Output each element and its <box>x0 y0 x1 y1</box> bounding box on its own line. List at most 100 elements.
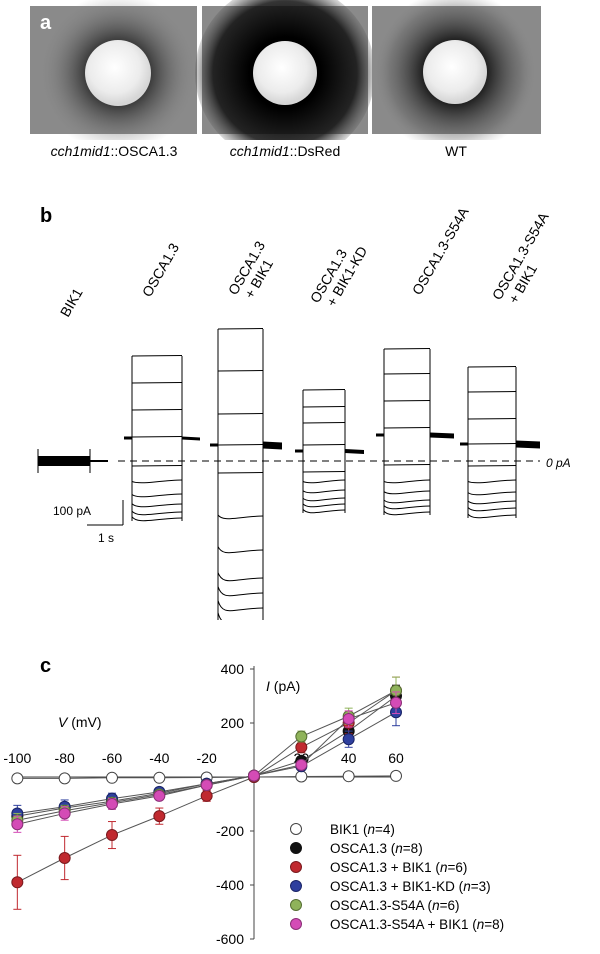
data-point <box>342 733 355 746</box>
legend-item: BIK1 (n=4) <box>290 822 395 837</box>
data-point <box>295 730 308 743</box>
legend-label: OSCA1.3-S54A (n=6) <box>330 898 459 913</box>
current-sweep <box>131 409 183 411</box>
current-sweep <box>217 600 264 612</box>
current-sweep <box>217 546 264 554</box>
trace-label-4: OSCA1.3-S54A <box>409 204 472 297</box>
current-sweep <box>302 479 346 484</box>
current-sweep <box>217 444 264 446</box>
data-point <box>390 696 402 709</box>
trace-label-2: OSCA1.3+ BIK1 <box>225 238 277 301</box>
trace-group-3 <box>295 389 364 514</box>
x-tick-label: 60 <box>388 750 404 766</box>
legend-item: OSCA1.3 (n=8) <box>290 841 423 856</box>
legend-label: OSCA1.3 + BIK1-KD (n=3) <box>330 879 491 894</box>
data-point <box>58 807 71 820</box>
legend: BIK1 (n=4) OSCA1.3 (n=8) OSCA1.3 + BIK1 (n… <box>290 822 504 932</box>
panel-a-images <box>30 0 541 140</box>
current-sweep <box>467 479 517 484</box>
legend-label: BIK1 (n=4) <box>330 822 395 837</box>
y-tick-label: -400 <box>216 877 244 893</box>
trace-tail <box>516 440 540 449</box>
data-point <box>153 789 166 802</box>
current-sweep <box>217 514 264 520</box>
trace-tail <box>345 449 364 454</box>
data-point <box>342 770 355 783</box>
trace-label-line1: OSCA1.3 <box>139 240 183 299</box>
data-point <box>295 741 308 754</box>
current-sweep <box>383 510 431 516</box>
legend-label: OSCA1.3-S54A + BIK1 (n=8) <box>330 917 504 932</box>
current-sweep <box>467 500 517 505</box>
legend-marker <box>290 861 302 873</box>
legend-marker <box>290 899 302 911</box>
current-sweep <box>467 391 517 393</box>
current-sweep <box>467 513 517 519</box>
data-point <box>11 772 24 785</box>
x-axis-label: V (mV) <box>58 714 102 730</box>
current-sweep <box>467 418 517 420</box>
caption-osca13: cch1mid1::OSCA1.3 <box>50 143 178 159</box>
legend-marker <box>290 842 302 854</box>
current-sweep <box>383 427 431 429</box>
current-sweep <box>217 413 264 415</box>
legend-label: OSCA1.3 (n=8) <box>330 841 423 856</box>
series-5 <box>11 691 402 833</box>
panel-c-letter: c <box>40 655 52 677</box>
current-sweep <box>383 348 431 350</box>
x-tick-label: -60 <box>102 750 122 766</box>
trace-tail <box>182 436 200 441</box>
current-sweep <box>302 471 346 473</box>
panel-a-letter: a <box>40 12 52 34</box>
x-tick-label: -20 <box>197 750 217 766</box>
trace-label-1: OSCA1.3 <box>139 240 183 299</box>
trace-group-1 <box>124 355 200 522</box>
trace-group-5 <box>460 366 540 519</box>
current-sweep <box>217 370 264 372</box>
y-tick-label: -600 <box>216 931 244 947</box>
current-sweep <box>467 366 517 368</box>
legend-marker <box>290 880 302 892</box>
current-sweep <box>302 489 346 494</box>
scalebar-current-label: 100 pA <box>53 504 91 518</box>
current-sweep <box>131 493 183 498</box>
trace-group-4 <box>376 348 454 516</box>
trace-label-line1: OSCA1.3-S54A <box>409 204 472 297</box>
trace-label-5: OSCA1.3-S54A+ BIK1 <box>489 209 552 306</box>
current-sweep <box>302 509 346 514</box>
trace-label-3: OSCA1.3+ BIK1-KD <box>307 244 370 310</box>
data-point <box>295 758 308 771</box>
legend-item: OSCA1.3-S54A + BIK1 (n=8) <box>290 917 504 932</box>
current-sweep <box>131 516 183 522</box>
current-sweep <box>217 586 264 597</box>
current-sweep <box>302 503 346 508</box>
trace-labels: BIK1 OSCA1.3 OSCA1.3+ BIK1 OSCA1.3+ BIK1-KD… <box>57 204 552 319</box>
current-sweep <box>383 505 431 510</box>
plate-image-osca13 <box>30 0 198 140</box>
data-point <box>106 771 118 784</box>
current-sweep <box>217 572 264 582</box>
current-sweep <box>383 373 431 375</box>
current-sweep <box>383 499 431 504</box>
x-tick-label: 40 <box>341 750 357 766</box>
data-point <box>153 771 166 784</box>
current-sweep <box>131 465 183 467</box>
legend-label: OSCA1.3 + BIK1 (n=6) <box>330 860 467 875</box>
current-sweep <box>131 382 183 384</box>
current-sweep <box>467 507 517 512</box>
caption-dsred: cch1mid1::DsRed <box>229 143 341 159</box>
current-sweep <box>131 479 183 484</box>
scalebar <box>87 500 124 526</box>
trace-group-2 <box>210 328 282 620</box>
legend-item: OSCA1.3-S54A (n=6) <box>290 898 459 913</box>
current-traces <box>37 328 540 620</box>
data-point <box>106 798 118 810</box>
data-point <box>58 772 71 785</box>
legend-item: OSCA1.3 + BIK1-KD (n=3) <box>290 879 491 894</box>
y-tick-label: 400 <box>221 661 245 677</box>
trace-tail <box>263 441 282 450</box>
current-sweep <box>302 422 346 424</box>
y-tick-label: -200 <box>216 823 244 839</box>
x-tick-label: -80 <box>55 750 75 766</box>
current-sweep <box>467 465 517 467</box>
